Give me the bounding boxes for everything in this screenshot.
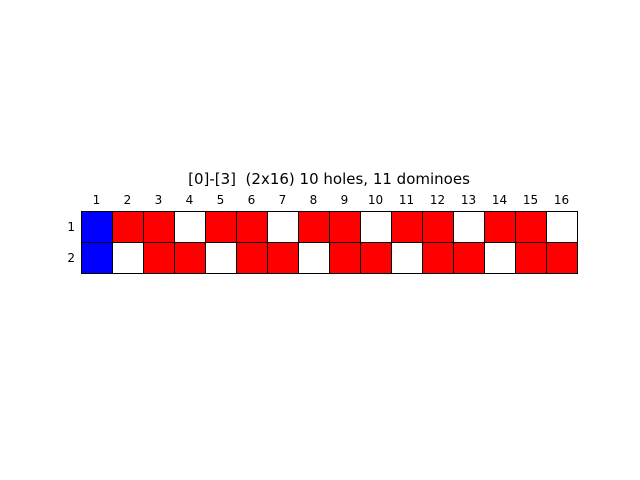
cell-red-domino: [484, 211, 516, 243]
cell-red-domino: [453, 242, 485, 274]
column-label: 7: [278, 193, 287, 207]
column-label: 3: [154, 193, 163, 207]
column-label: 9: [340, 193, 349, 207]
cell-red-domino: [422, 211, 454, 243]
cell-hole: [484, 242, 516, 274]
board-title: [0]-[3] (2x16) 10 holes, 11 dominoes: [188, 170, 470, 188]
column-label: 5: [216, 193, 225, 207]
cell-hole: [360, 211, 392, 243]
cell-red-domino: [391, 211, 423, 243]
cell-blue-domino: [81, 211, 113, 243]
row-label: 2: [67, 250, 75, 265]
cell-red-domino: [205, 211, 237, 243]
column-label: 8: [309, 193, 318, 207]
cell-red-domino: [329, 211, 361, 243]
cell-red-domino: [360, 242, 392, 274]
cell-red-domino: [298, 211, 330, 243]
cell-red-domino: [422, 242, 454, 274]
column-label: 10: [367, 193, 384, 207]
cell-red-domino: [143, 211, 175, 243]
cell-red-domino: [267, 242, 299, 274]
cell-hole: [112, 242, 144, 274]
cell-hole: [267, 211, 299, 243]
row-label: 1: [67, 219, 75, 234]
cell-red-domino: [515, 211, 547, 243]
column-label: 6: [247, 193, 256, 207]
column-label: 11: [398, 193, 415, 207]
cell-red-domino: [112, 211, 144, 243]
cell-red-domino: [515, 242, 547, 274]
cell-hole: [546, 211, 578, 243]
cell-red-domino: [329, 242, 361, 274]
column-label: 12: [429, 193, 446, 207]
cell-hole: [453, 211, 485, 243]
column-label: 15: [522, 193, 539, 207]
cell-red-domino: [546, 242, 578, 274]
column-label: 14: [491, 193, 508, 207]
column-label: 16: [553, 193, 570, 207]
cell-hole: [174, 211, 206, 243]
cell-hole: [298, 242, 330, 274]
domino-grid: [81, 211, 578, 274]
column-label: 4: [185, 193, 194, 207]
column-label: 1: [92, 193, 101, 207]
cell-red-domino: [143, 242, 175, 274]
cell-red-domino: [174, 242, 206, 274]
cell-hole: [205, 242, 237, 274]
column-label: 2: [123, 193, 132, 207]
column-label: 13: [460, 193, 477, 207]
cell-red-domino: [236, 211, 268, 243]
cell-blue-domino: [81, 242, 113, 274]
cell-hole: [391, 242, 423, 274]
cell-red-domino: [236, 242, 268, 274]
